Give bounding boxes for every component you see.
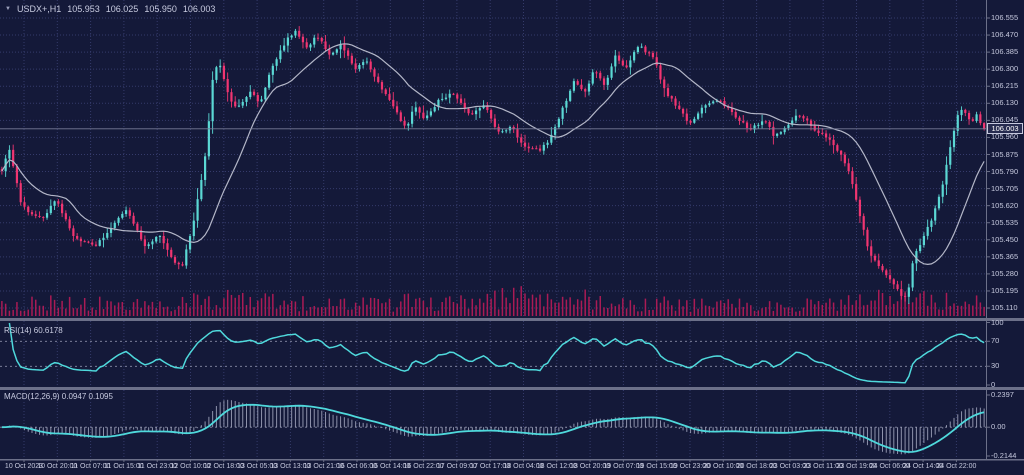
macd-axis-label: 0.2397 (991, 390, 1014, 399)
price-axis-label: 105.280 (991, 268, 1019, 278)
rsi-indicator-label: RSI(14) 60.6178 (4, 326, 63, 335)
price-axis-label: 106.385 (991, 47, 1019, 57)
price-axis-label: 106.555 (991, 13, 1019, 22)
ohlc-open-value: 105.953 (67, 4, 100, 14)
moving-average-line (1, 43, 985, 266)
ohlc-low-value: 105.950 (144, 4, 177, 14)
chart-title: ▼ USDX+,H1 105.953 106.025 105.950 106.0… (5, 4, 215, 14)
time-axis-label: 12 Oct 18:00 (203, 463, 244, 470)
price-axis-label: 105.535 (991, 217, 1019, 227)
time-axis-label: 23 Oct 03:00 (769, 463, 810, 470)
rsi-line (8, 322, 985, 384)
time-axis-label: 10 Oct 20:00 (37, 463, 78, 470)
macd-indicator-label: MACD(12,26,9) 0.0947 0.1095 (4, 392, 113, 401)
symbol-period-label: USDX+,H1 (16, 4, 62, 14)
time-axis-label: 17 Oct 17:00 (470, 463, 511, 470)
pane-separators[interactable] (0, 318, 1024, 461)
time-axis-label: 16 Oct 06:00 (336, 463, 378, 470)
ohlc-close-value: 106.003 (182, 4, 216, 14)
price-axis-label: 106.215 (991, 81, 1019, 91)
time-axis-label: 13 Oct 13:00 (270, 463, 311, 470)
time-axis-label: 11 Oct 07:00 (70, 463, 111, 470)
price-axis-label: 106.470 (991, 30, 1019, 40)
price-axis-label: 105.195 (991, 286, 1019, 295)
price-axis-label: 105.705 (991, 183, 1019, 193)
time-axis-label: 17 Oct 09:00 (436, 463, 477, 470)
price-axis-label: 105.450 (991, 234, 1019, 244)
time-axis-label: 18 Oct 20:00 (570, 463, 611, 470)
grid (0, 0, 986, 459)
macd-axis-label: -0.2144 (991, 451, 1017, 460)
time-axis-label: 20 Oct 18:00 (736, 463, 777, 470)
time-axis-label: 20 Oct 10:00 (703, 463, 744, 470)
time-axis-label: 11 Oct 23:00 (137, 463, 177, 470)
time-axis-label: 24 Oct 22:00 (936, 463, 977, 470)
time-axis-label: 24 Oct 06:00 (869, 463, 910, 470)
price-axis-label: 105.365 (991, 251, 1019, 261)
rsi-axis-label: 30 (991, 361, 1000, 371)
macd-signal-line (1, 403, 985, 453)
rsi-axis-label: 70 (991, 336, 1000, 346)
time-axis-label: 18 Oct 04:00 (503, 463, 544, 470)
time-axis-label: 23 Oct 19:00 (836, 463, 877, 470)
time-axis-label: 16 Oct 14:00 (370, 463, 411, 470)
price-axis-label: 105.790 (991, 166, 1019, 176)
time-axis-label: 12 Oct 10:00 (170, 463, 211, 470)
price-axis-label: 106.300 (991, 64, 1019, 74)
time-axis-label: 19 Oct 07:00 (603, 463, 644, 470)
volume-bars (1, 286, 985, 316)
time-axis-label: 13 Oct 05:00 (237, 463, 278, 470)
time-axis-label: 10 Oct 2023 (4, 463, 44, 470)
time-axis-label: 18 Oct 12:00 (536, 463, 577, 470)
macd-axis-label: 0.00 (991, 422, 1006, 432)
price-axis-label: 105.110 (991, 303, 1018, 312)
price-axis-label: 105.875 (991, 149, 1019, 159)
time-axis-label: 19 Oct 23:00 (669, 463, 711, 470)
axis-ticks (23, 17, 990, 462)
price-axis-label: 106.130 (991, 98, 1019, 108)
price-axis-label: 105.960 (991, 132, 1019, 142)
price-axis-label: 106.045 (991, 115, 1019, 125)
rsi-axis-label: 0 (991, 380, 996, 389)
time-axis-label: 16 Oct 22:00 (403, 463, 444, 470)
time-axis-label: 23 Oct 11:00 (803, 463, 843, 470)
chart-dropdown-icon[interactable]: ▼ (5, 6, 11, 12)
time-axis-label: 24 Oct 14:00 (903, 463, 944, 470)
time-axis-label: 11 Oct 15:00 (104, 463, 144, 470)
price-axis-label: 105.620 (991, 200, 1019, 210)
time-axis-label: 13 Oct 21:00 (303, 463, 344, 470)
ohlc-high-value: 106.025 (105, 4, 139, 14)
rsi-axis-label: 100 (991, 317, 1004, 327)
candlesticks (0, 26, 986, 305)
current-price-tag: 106.003 (987, 123, 1023, 135)
time-axis-label: 19 Oct 15:00 (636, 463, 677, 470)
